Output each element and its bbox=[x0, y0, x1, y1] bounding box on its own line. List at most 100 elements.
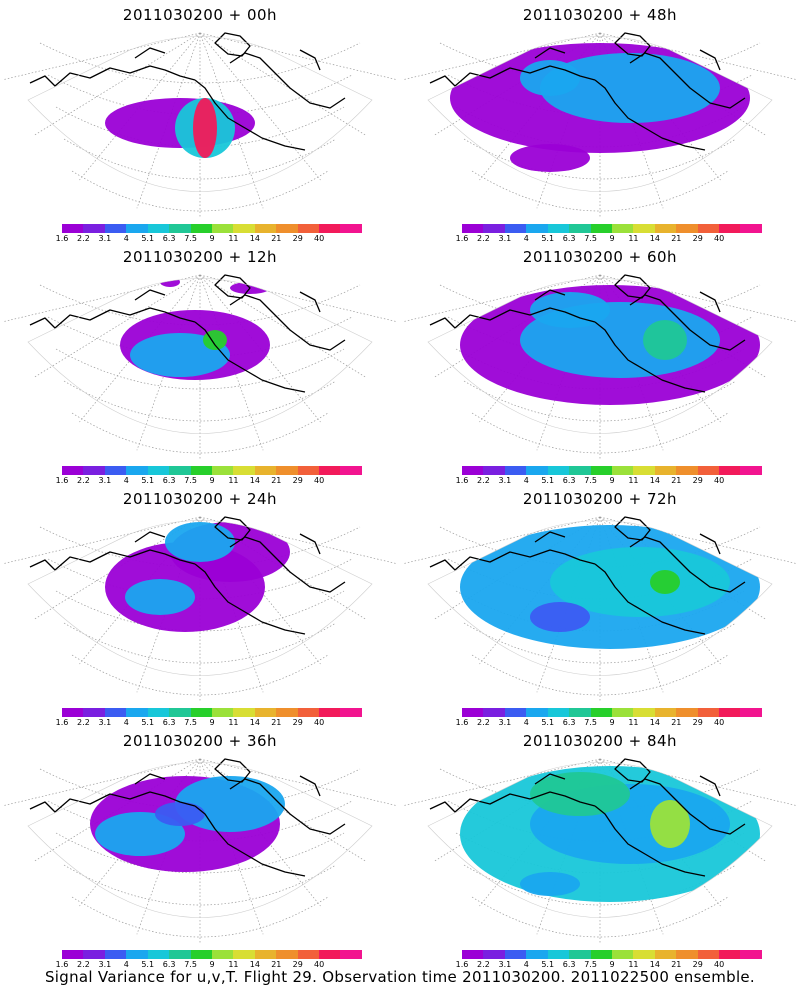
colorbar-swatch bbox=[319, 466, 341, 475]
panel-title: 2011030200 + 72h bbox=[522, 490, 678, 508]
colorbar-tick-label: 3.1 bbox=[498, 234, 512, 243]
colorbar-swatch bbox=[590, 224, 612, 233]
colorbar-tick-label: 3.1 bbox=[498, 960, 512, 969]
colorbar-tick-label: 5.1 bbox=[541, 476, 555, 485]
colorbar-swatch bbox=[483, 224, 505, 233]
colorbar-swatch bbox=[190, 708, 212, 717]
colorbar-swatch bbox=[633, 950, 655, 959]
colorbar bbox=[62, 950, 362, 959]
colorbar-swatch bbox=[504, 466, 527, 475]
colorbar-tick-label: 6.3 bbox=[562, 718, 576, 727]
colorbar-swatch bbox=[611, 466, 634, 475]
colorbar-tick-label: 1.6 bbox=[55, 960, 69, 969]
colorbar-swatch bbox=[547, 466, 570, 475]
polar-projection-map bbox=[2, 758, 398, 944]
figure-caption: Signal Variance for u,v,T. Flight 29. Ob… bbox=[44, 968, 756, 986]
colorbar-tick-label: 11 bbox=[228, 718, 239, 727]
colorbar-swatch bbox=[340, 950, 362, 959]
colorbar-swatch bbox=[297, 708, 320, 717]
colorbar-swatch bbox=[254, 224, 277, 233]
colorbar-tick-label: 29 bbox=[292, 960, 303, 969]
panel-title: 2011030200 + 36h bbox=[122, 732, 278, 750]
colorbar bbox=[462, 708, 762, 717]
colorbar-swatch bbox=[254, 950, 277, 959]
polar-projection-map bbox=[402, 32, 798, 218]
colorbar-tick-label: 2.2 bbox=[77, 718, 90, 727]
colorbar-tick-label: 11 bbox=[628, 234, 639, 243]
panel-title: 2011030200 + 60h bbox=[522, 248, 678, 266]
colorbar-tick-label: 21 bbox=[271, 718, 282, 727]
colorbar-tick-label: 40 bbox=[314, 718, 325, 727]
colorbar-tick-label: 14 bbox=[649, 234, 660, 243]
colorbar-swatch bbox=[147, 224, 170, 233]
colorbar-swatch bbox=[462, 466, 484, 475]
colorbar-tick-label: 6.3 bbox=[562, 234, 576, 243]
forecast-map-panel: 2011030200 + 36h 1.6 2.2 3.1 4 5.1 6.3 7.5 9 11 14… bbox=[0, 726, 400, 971]
polar-projection-map bbox=[2, 516, 398, 702]
colorbar-swatch bbox=[297, 950, 320, 959]
colorbar-labels: 1.6 2.2 3.1 4 5.1 6.3 7.5 9 11 14 21 29 40 bbox=[454, 476, 774, 486]
colorbar-swatch bbox=[504, 950, 527, 959]
colorbar-tick-label: 3.1 bbox=[98, 960, 112, 969]
colorbar-swatch bbox=[147, 466, 170, 475]
colorbar-tick-label: 21 bbox=[671, 234, 682, 243]
colorbar-swatch bbox=[676, 708, 698, 717]
coastline-outline bbox=[429, 516, 746, 635]
coastline-outline bbox=[429, 274, 746, 393]
colorbar-tick-label: 2.2 bbox=[77, 476, 90, 485]
colorbar-swatch bbox=[633, 708, 655, 717]
forecast-map-panel: 2011030200 + 48h 1.6 2.2 3.1 4 5.1 6.3 7.5 9 11 14… bbox=[400, 0, 800, 245]
colorbar-swatch bbox=[547, 224, 570, 233]
colorbar-swatch bbox=[211, 708, 234, 717]
colorbar-labels: 1.6 2.2 3.1 4 5.1 6.3 7.5 9 11 14 21 29 40 bbox=[54, 234, 374, 244]
colorbar-swatch bbox=[319, 950, 341, 959]
colorbar-tick-label: 7.5 bbox=[184, 960, 197, 969]
colorbar-swatch bbox=[233, 224, 255, 233]
colorbar-swatch bbox=[211, 224, 234, 233]
colorbar bbox=[462, 950, 762, 959]
signal-variance-field bbox=[460, 285, 760, 405]
colorbar-swatch bbox=[233, 708, 255, 717]
colorbar-swatch bbox=[483, 466, 505, 475]
coastline-outline bbox=[29, 758, 346, 877]
colorbar-tick-label: 3.1 bbox=[98, 718, 112, 727]
coastline-outline bbox=[29, 274, 346, 393]
colorbar-swatch bbox=[590, 950, 612, 959]
colorbar-swatch bbox=[462, 708, 484, 717]
colorbar bbox=[62, 708, 362, 717]
colorbar-swatch bbox=[62, 466, 84, 475]
panel-title: 2011030200 + 84h bbox=[522, 732, 678, 750]
colorbar-labels: 1.6 2.2 3.1 4 5.1 6.3 7.5 9 11 14 21 29 40 bbox=[454, 718, 774, 728]
colorbar-swatch bbox=[462, 224, 484, 233]
colorbar-swatch bbox=[676, 950, 698, 959]
panel-title: 2011030200 + 24h bbox=[122, 490, 278, 508]
colorbar-tick-label: 9 bbox=[209, 234, 215, 243]
colorbar-tick-label: 6.3 bbox=[562, 960, 576, 969]
panel-title: 2011030200 + 12h bbox=[122, 248, 278, 266]
forecast-map-panel: 2011030200 + 00h 1.6 2.2 3.1 4 5.1 6.3 7.5 9 11 14… bbox=[0, 0, 400, 245]
colorbar-tick-label: 1.6 bbox=[455, 718, 469, 727]
colorbar-swatch bbox=[719, 466, 741, 475]
colorbar-swatch bbox=[233, 466, 255, 475]
colorbar-tick-label: 40 bbox=[714, 476, 725, 485]
colorbar-tick-label: 1.6 bbox=[455, 960, 469, 969]
colorbar-swatch bbox=[740, 950, 762, 959]
colorbar-swatch bbox=[611, 950, 634, 959]
coastline-outline bbox=[29, 516, 346, 635]
colorbar-swatch bbox=[697, 708, 720, 717]
colorbar-swatch bbox=[297, 224, 320, 233]
colorbar-tick-label: 6.3 bbox=[562, 476, 576, 485]
colorbar-swatch bbox=[526, 950, 548, 959]
colorbar-tick-label: 29 bbox=[692, 718, 703, 727]
colorbar-tick-label: 11 bbox=[228, 234, 239, 243]
colorbar-swatch bbox=[190, 224, 212, 233]
colorbar-tick-label: 3.1 bbox=[98, 234, 112, 243]
colorbar-labels: 1.6 2.2 3.1 4 5.1 6.3 7.5 9 11 14 21 29 40 bbox=[54, 960, 374, 970]
colorbar-swatch bbox=[319, 224, 341, 233]
colorbar-tick-label: 40 bbox=[314, 960, 325, 969]
colorbar-tick-label: 7.5 bbox=[184, 476, 197, 485]
colorbar-tick-label: 5.1 bbox=[541, 960, 555, 969]
panel-title: 2011030200 + 00h bbox=[122, 6, 278, 24]
colorbar-tick-label: 14 bbox=[649, 476, 660, 485]
colorbar-tick-label: 1.6 bbox=[55, 476, 69, 485]
